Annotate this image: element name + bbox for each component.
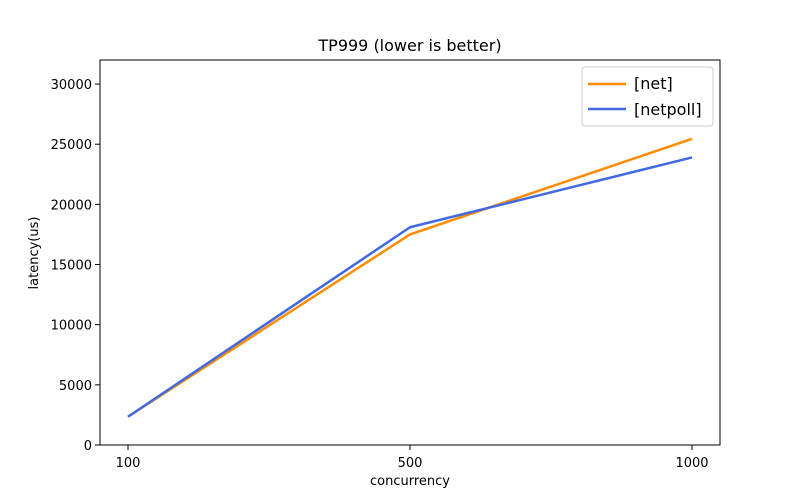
legend-label-net: [net] [634, 74, 673, 93]
series-line-net [127, 137, 693, 418]
y-axis-label: latency(us) [27, 217, 42, 290]
y-tick-label-15000: 15000 [51, 259, 92, 274]
y-tick-label-20000: 20000 [51, 198, 92, 213]
y-tick-label-0: 0 [84, 439, 92, 454]
y-tick-label-30000: 30000 [51, 78, 92, 93]
y-tick-label-25000: 25000 [51, 138, 92, 153]
legend-label-netpoll: [netpoll] [634, 100, 702, 119]
y-axis: 0 5000 10000 15000 20000 25000 30000 [51, 78, 100, 454]
x-tick-label-500: 500 [398, 456, 423, 471]
chart-title: TP999 (lower is better) [317, 36, 501, 55]
legend-box [581, 66, 714, 127]
x-tick-label-100: 100 [116, 456, 141, 471]
plot-lines [127, 137, 693, 418]
y-tick-label-10000: 10000 [51, 319, 92, 334]
x-axis: 100 500 1000 [116, 445, 709, 471]
series-line-netpoll [127, 156, 693, 418]
x-axis-label: concurrency [370, 474, 450, 489]
y-tick-label-5000: 5000 [59, 379, 92, 394]
x-tick-label-1000: 1000 [675, 456, 708, 471]
legend: [net] [netpoll] [581, 66, 714, 127]
